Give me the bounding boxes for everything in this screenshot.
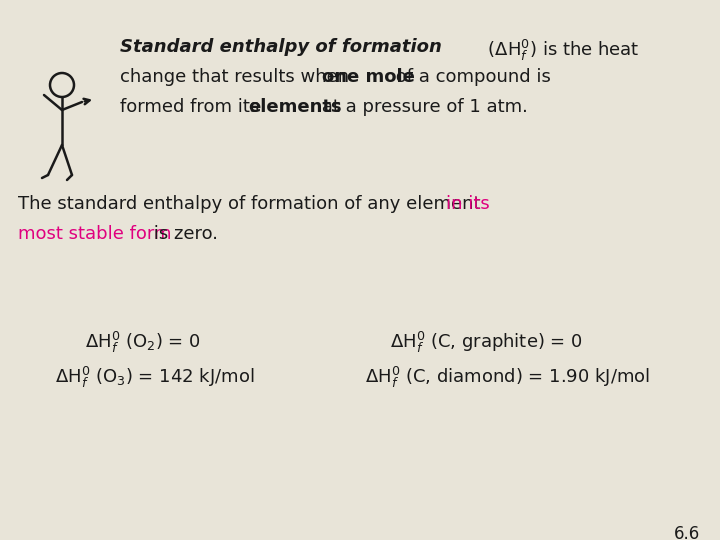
- Text: is zero.: is zero.: [148, 225, 218, 243]
- Text: 6.6: 6.6: [674, 525, 700, 540]
- Text: Standard enthalpy of formation: Standard enthalpy of formation: [120, 38, 442, 56]
- Text: change that results when: change that results when: [120, 68, 355, 86]
- Text: $\Delta$H$^0_f$ (O$_3$) = 142 kJ/mol: $\Delta$H$^0_f$ (O$_3$) = 142 kJ/mol: [55, 365, 254, 390]
- Text: one mole: one mole: [322, 68, 415, 86]
- Text: of a compound is: of a compound is: [390, 68, 551, 86]
- Text: in its: in its: [446, 195, 490, 213]
- Text: $\Delta$H$^0_f$ (C, graphite) = 0: $\Delta$H$^0_f$ (C, graphite) = 0: [390, 330, 582, 355]
- Text: elements: elements: [248, 98, 341, 116]
- Text: $\Delta$H$^0_f$ (C, diamond) = 1.90 kJ/mol: $\Delta$H$^0_f$ (C, diamond) = 1.90 kJ/m…: [365, 365, 650, 390]
- Text: $\Delta$H$^0_f$ (O$_2$) = 0: $\Delta$H$^0_f$ (O$_2$) = 0: [85, 330, 201, 355]
- Text: formed from its: formed from its: [120, 98, 265, 116]
- Text: at a pressure of 1 atm.: at a pressure of 1 atm.: [316, 98, 528, 116]
- Text: The standard enthalpy of formation of any element: The standard enthalpy of formation of an…: [18, 195, 486, 213]
- Text: most stable form: most stable form: [18, 225, 171, 243]
- Text: ($\Delta$H$^0_f$) is the heat: ($\Delta$H$^0_f$) is the heat: [482, 38, 639, 63]
